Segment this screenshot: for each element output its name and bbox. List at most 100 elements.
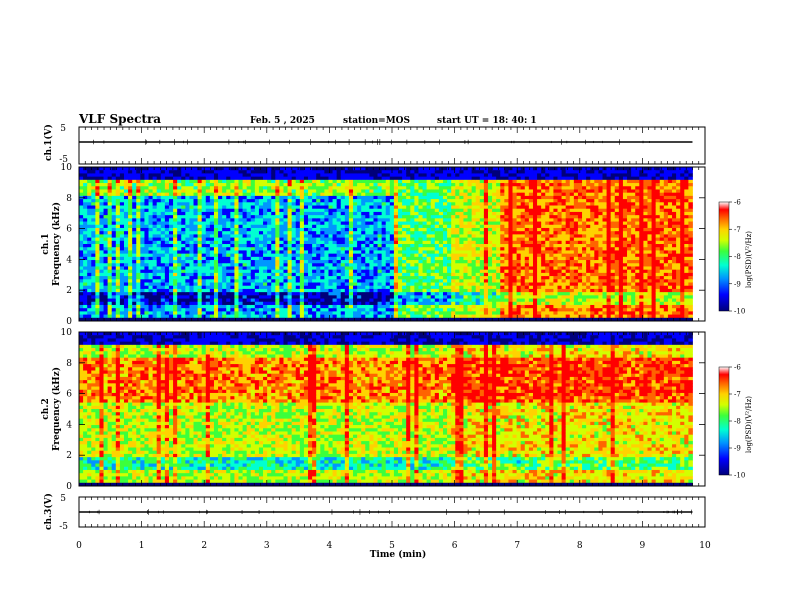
spectrogram-cell xyxy=(177,208,182,213)
spectrogram-cell xyxy=(295,244,301,248)
spectrogram-cell xyxy=(340,301,346,306)
spectrogram-cell xyxy=(487,263,493,267)
spectrogram-cell xyxy=(393,199,399,203)
spectrogram-cell xyxy=(140,189,145,194)
spectrogram-cell xyxy=(479,231,485,235)
spectrogram-cell xyxy=(205,173,211,178)
spectrogram-cell xyxy=(263,282,268,287)
spectrogram-cell xyxy=(181,208,186,213)
spectrogram-cell xyxy=(168,195,174,200)
spectrogram-cell xyxy=(271,211,276,216)
spectrogram-cell xyxy=(479,176,485,181)
spectrogram-cell xyxy=(422,250,428,255)
spectrogram-cell xyxy=(156,179,162,184)
spectrogram-cell xyxy=(128,202,133,206)
spectrogram-cell xyxy=(475,173,481,178)
spectrogram-cell xyxy=(254,176,260,181)
spectrogram-cell xyxy=(177,195,182,200)
spectrogram-cell xyxy=(111,176,117,181)
spectrogram-cell xyxy=(418,269,423,274)
spectrogram-cell xyxy=(369,285,374,290)
spectrogram-cell xyxy=(492,308,497,312)
spectrogram-cell xyxy=(316,263,321,267)
spectrogram-cell xyxy=(373,205,378,210)
spectrogram-cell xyxy=(193,195,199,200)
spectrogram-cell xyxy=(185,272,190,277)
spectrogram-cell xyxy=(389,199,395,203)
spectrogram-cell xyxy=(483,192,489,197)
spectrogram-cell xyxy=(500,183,505,187)
spectrogram-cell xyxy=(381,250,387,255)
spectrogram-cell xyxy=(447,231,452,235)
spectrogram-cell xyxy=(373,282,378,287)
spectrogram-cell xyxy=(430,199,436,203)
spectrogram-cell xyxy=(197,292,203,296)
spectrogram-cell xyxy=(287,269,293,274)
spectrogram-cell xyxy=(181,301,186,306)
spectrogram-cell xyxy=(193,317,199,322)
spectrogram-cell xyxy=(201,247,207,251)
spectrogram-cell xyxy=(471,208,477,213)
spectrogram-cell xyxy=(357,276,362,280)
spectrogram-cell xyxy=(267,247,272,251)
spectrogram-cell xyxy=(455,272,460,277)
spectrogram-cell xyxy=(348,272,354,277)
spectrogram-cell xyxy=(340,205,346,210)
spectrogram-cell xyxy=(156,288,162,293)
spectrogram-cell xyxy=(238,173,243,178)
spectrogram-cell xyxy=(95,256,100,261)
spectrogram-cell xyxy=(438,227,444,232)
spectrogram-cell xyxy=(426,189,432,194)
spectrogram-cell xyxy=(438,263,444,267)
spectrogram-cell xyxy=(79,208,84,213)
spectrogram-cell xyxy=(389,282,395,287)
spectrogram-cell xyxy=(271,205,276,210)
spectrogram-cell xyxy=(156,292,162,296)
spectrogram-cell xyxy=(324,304,329,309)
spectrogram-cell xyxy=(160,202,166,206)
spectrogram-cell xyxy=(373,221,378,226)
spectrogram-cell xyxy=(128,317,133,322)
spectrogram-cell xyxy=(168,221,174,226)
spectrogram-cell xyxy=(107,199,113,203)
figure-title: VLF Spectra xyxy=(78,112,161,126)
spectrogram-cell xyxy=(230,199,235,203)
spectrogram-cell xyxy=(136,199,141,203)
spectrogram-cell xyxy=(451,211,456,216)
spectrogram-cell xyxy=(361,240,366,245)
spectrogram-cell xyxy=(83,272,88,277)
spectrogram-cell xyxy=(500,266,505,271)
spectrogram-cell xyxy=(496,224,501,229)
spectrogram-cell xyxy=(250,240,256,245)
spectrogram-cell xyxy=(447,288,452,293)
spectrogram-cell xyxy=(250,192,256,197)
spectrogram-cell xyxy=(128,314,133,319)
spectrogram-cell xyxy=(291,202,297,206)
spectrogram-cell xyxy=(418,199,423,203)
spectrogram-cell xyxy=(344,253,350,258)
spectrogram-cell xyxy=(406,272,411,277)
spectrogram-cell xyxy=(303,292,309,296)
spectrogram-cell xyxy=(398,208,403,213)
spectrogram-cell xyxy=(336,215,342,219)
spectrogram-cell xyxy=(115,170,121,174)
spectrogram-cell xyxy=(283,237,288,242)
spectrogram-cell xyxy=(254,218,260,222)
spectrogram-cell xyxy=(463,282,468,287)
spectrogram-cell xyxy=(385,195,391,200)
spectrogram-cell xyxy=(107,179,113,184)
spectrogram-cell xyxy=(496,256,501,261)
spectrogram-cell xyxy=(303,176,309,181)
spectrogram-cell xyxy=(234,263,239,267)
spectrogram-cell xyxy=(213,224,219,229)
spectrogram-cell xyxy=(426,276,432,280)
spectrogram-cell xyxy=(287,221,293,226)
spectrogram-cell xyxy=(99,256,104,261)
spectrogram-cell xyxy=(107,314,113,319)
spectrogram-cell xyxy=(226,279,231,283)
spectrogram-cell xyxy=(279,260,284,264)
spectrogram-cell xyxy=(148,195,154,200)
spectrogram-cell xyxy=(111,170,117,174)
spectrogram-cell xyxy=(209,288,215,293)
spectrogram-cell xyxy=(201,186,207,190)
